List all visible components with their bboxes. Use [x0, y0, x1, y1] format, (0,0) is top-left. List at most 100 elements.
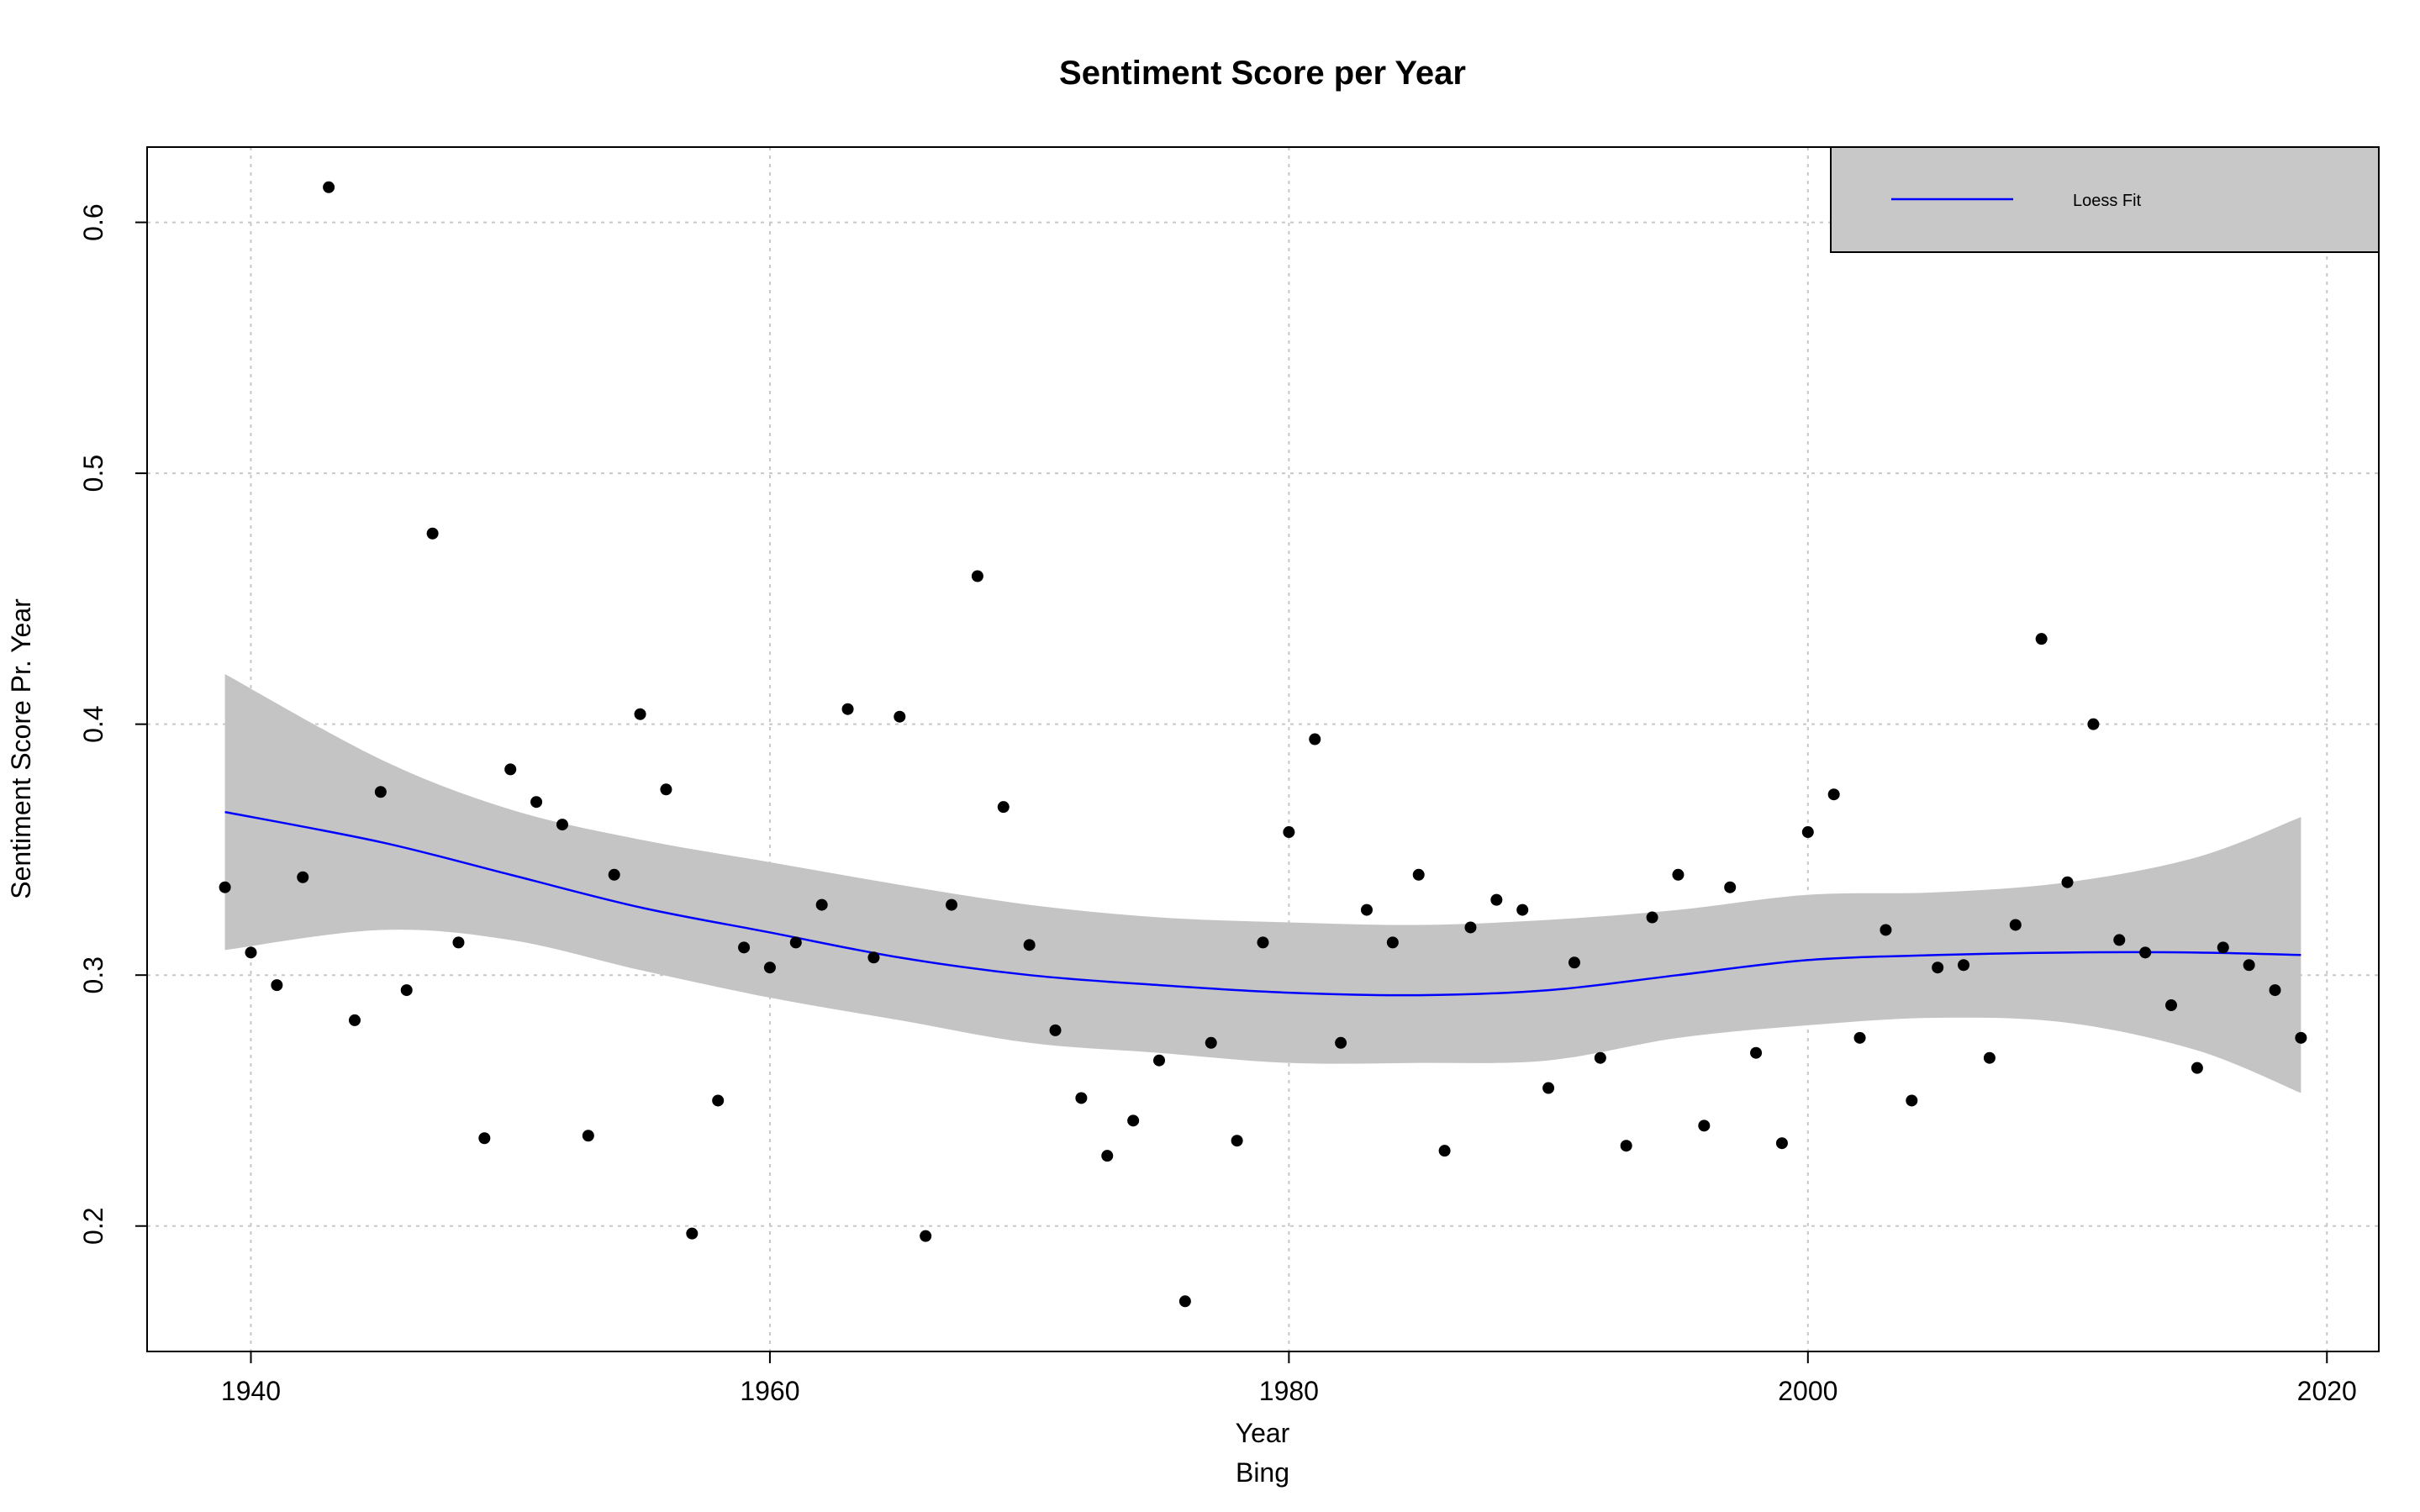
- data-point: [556, 819, 568, 831]
- data-point: [2113, 934, 2126, 946]
- data-point: [2217, 941, 2229, 954]
- x-tick-label: 1940: [221, 1376, 281, 1406]
- data-point: [1516, 904, 1529, 916]
- data-point: [1880, 924, 1892, 936]
- data-point: [946, 898, 958, 911]
- data-point: [297, 871, 309, 883]
- data-point: [763, 961, 776, 974]
- data-point: [1178, 1295, 1191, 1308]
- data-point: [530, 796, 543, 809]
- axis-ticks: 1940 1960 1980 2000 2020 0.2 0.3 0.4 0.5 0.6: [78, 203, 2357, 1406]
- x-axis-title: Year: [1236, 1418, 1290, 1448]
- data-point: [1023, 939, 1036, 951]
- y-tick-label: 0.3: [78, 956, 108, 993]
- chart-title: Sentiment Score per Year: [1059, 55, 1466, 92]
- data-point: [1620, 1140, 1632, 1152]
- y-tick-label: 0.4: [78, 705, 108, 742]
- data-points-group: [219, 181, 2307, 1308]
- data-point: [2191, 1062, 2203, 1074]
- data-point: [894, 710, 906, 723]
- x-tick-label: 2000: [1778, 1376, 1837, 1406]
- data-point: [219, 881, 231, 893]
- data-point: [1932, 961, 1944, 974]
- data-point: [920, 1230, 932, 1242]
- data-point: [1231, 1135, 1243, 1147]
- data-point: [997, 801, 1010, 814]
- data-point: [1646, 911, 1658, 924]
- data-point: [1257, 936, 1269, 949]
- data-point: [348, 1014, 361, 1026]
- data-point: [686, 1227, 699, 1240]
- data-point: [2009, 919, 2022, 931]
- confidence-band-group: [224, 673, 2301, 1093]
- data-point: [1801, 826, 1814, 839]
- legend-entry-loess-fit: Loess Fit: [2073, 192, 2142, 210]
- data-point: [1750, 1046, 1763, 1059]
- data-point: [1775, 1137, 1788, 1150]
- data-point: [400, 984, 413, 997]
- data-point: [971, 570, 983, 582]
- data-point: [1542, 1082, 1555, 1094]
- data-point: [634, 708, 646, 720]
- data-point: [660, 783, 672, 796]
- data-point: [2035, 633, 2048, 645]
- data-point: [1568, 956, 1580, 969]
- y-tick-label: 0.6: [78, 203, 108, 240]
- data-point: [1438, 1145, 1451, 1157]
- data-point: [478, 1132, 491, 1145]
- data-point: [1335, 1036, 1347, 1049]
- data-point: [504, 763, 517, 776]
- data-point: [1906, 1094, 1918, 1107]
- data-point: [1127, 1114, 1140, 1127]
- data-point: [323, 181, 335, 193]
- data-point: [815, 898, 828, 911]
- data-point: [2269, 984, 2281, 997]
- data-point: [1827, 788, 1840, 801]
- data-point: [2087, 718, 2100, 730]
- data-point: [1412, 868, 1425, 881]
- data-point: [1283, 826, 1295, 839]
- data-point: [1205, 1036, 1217, 1049]
- data-point: [1153, 1054, 1166, 1067]
- data-point: [2243, 959, 2255, 972]
- data-point: [2139, 946, 2152, 959]
- data-point: [1724, 881, 1737, 893]
- data-point: [789, 936, 802, 949]
- data-point: [1101, 1150, 1114, 1162]
- x-axis-subtitle: Bing: [1236, 1457, 1289, 1488]
- data-point: [1049, 1024, 1062, 1036]
- x-tick-label: 1980: [1259, 1376, 1319, 1406]
- confidence-band: [224, 673, 2301, 1093]
- data-point: [426, 527, 439, 540]
- data-point: [1983, 1051, 1996, 1064]
- data-point: [1698, 1120, 1711, 1132]
- data-point: [1853, 1031, 1866, 1044]
- data-point: [2165, 999, 2178, 1012]
- data-point: [841, 703, 854, 715]
- data-point: [1672, 868, 1685, 881]
- loess-fit-line: [224, 810, 2301, 997]
- grid-lines: [147, 147, 2379, 1351]
- y-axis-title: Sentiment Score Pr. Year: [6, 598, 36, 899]
- data-point: [582, 1130, 594, 1142]
- data-point: [867, 951, 880, 964]
- data-point: [1490, 893, 1503, 906]
- data-point: [712, 1094, 725, 1107]
- data-point: [1594, 1051, 1606, 1064]
- data-point: [1464, 921, 1477, 934]
- data-point: [1360, 904, 1373, 916]
- y-tick-label: 0.5: [78, 455, 108, 492]
- data-point: [245, 946, 257, 959]
- loess-line-group: [224, 810, 2301, 997]
- data-point: [1075, 1092, 1088, 1104]
- y-tick-label: 0.2: [78, 1207, 108, 1244]
- data-point: [2061, 876, 2074, 888]
- data-point: [1958, 959, 1970, 972]
- x-tick-label: 2020: [2297, 1376, 2357, 1406]
- data-point: [738, 941, 751, 954]
- data-point: [2295, 1031, 2307, 1044]
- data-point: [271, 979, 283, 992]
- data-point: [452, 936, 465, 949]
